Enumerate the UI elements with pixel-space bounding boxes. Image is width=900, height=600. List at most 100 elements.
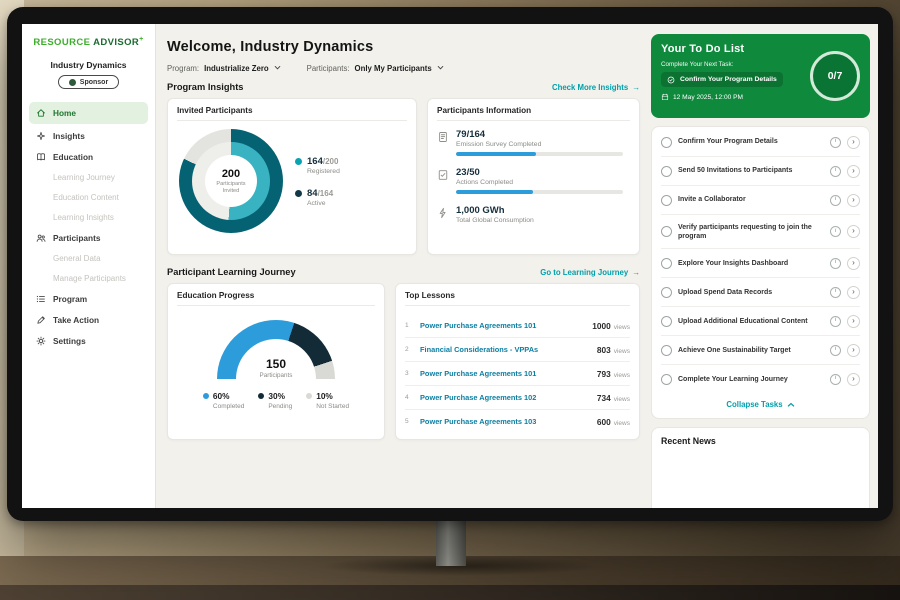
sidebar-item-label: Insights (53, 130, 85, 141)
chevron-right-icon[interactable]: › (847, 343, 860, 357)
task-row-upload-spend-data[interactable]: Upload Spend Data Records i › (661, 278, 860, 308)
check-more-insights-link[interactable]: Check More Insights → (552, 83, 640, 92)
sidebar-item-manage-participants[interactable]: Manage Participants (22, 268, 155, 288)
info-icon[interactable]: i (830, 286, 841, 298)
lesson-link[interactable]: Financial Considerations - VPPAs (420, 345, 539, 354)
sidebar-item-education[interactable]: Education (22, 146, 155, 167)
chevron-right-icon[interactable]: › (847, 256, 860, 270)
legend-label: Completed (212, 403, 245, 410)
card-title: Participants Information (437, 106, 630, 121)
info-icon[interactable]: i (830, 373, 841, 385)
participants-dropdown[interactable]: Participants: Only My Participants (307, 64, 444, 73)
task-row-upload-educational-content[interactable]: Upload Additional Educational Content i … (661, 307, 860, 337)
lesson-views-label: views (613, 395, 630, 403)
program-dropdown-label: Program: (167, 64, 200, 73)
invited-donut-center: 200 Participants Invited (205, 155, 257, 207)
lesson-views: 600 (596, 416, 611, 427)
top-lessons-card: Top Lessons 1 Power Purchase Agreements … (395, 283, 640, 440)
arrow-right-icon: → (632, 267, 640, 277)
task-checkbox[interactable] (661, 165, 672, 177)
sidebar-item-label: Home (53, 108, 77, 119)
sidebar-item-participants[interactable]: Participants (22, 227, 155, 248)
info-icon[interactable]: i (830, 165, 841, 177)
page-title: Welcome, Industry Dynamics (167, 39, 374, 55)
chevron-right-icon[interactable]: › (847, 193, 860, 207)
sidebar-item-label: Education (53, 151, 94, 162)
sidebar-item-program[interactable]: Program (22, 288, 155, 309)
collapse-tasks-button[interactable]: Collapse Tasks (661, 393, 860, 417)
lesson-link[interactable]: Power Purchase Agreements 101 (420, 321, 537, 330)
task-row-send-invitations[interactable]: Send 50 Invitations to Participants i › (661, 157, 860, 186)
legend-active: 84/164 Active (295, 188, 340, 207)
sidebar-item-label: Education Content (53, 192, 119, 202)
info-icon[interactable]: i (830, 194, 841, 206)
sidebar-item-label: Settings (53, 335, 86, 346)
go-to-learning-journey-link[interactable]: Go to Learning Journey → (540, 268, 640, 277)
task-row-achieve-target[interactable]: Achieve One Sustainability Target i › (661, 336, 860, 366)
info-icon[interactable]: i (830, 315, 841, 327)
card-title: Invited Participants (177, 106, 407, 121)
info-icon[interactable]: i (830, 344, 841, 356)
chevron-right-icon[interactable]: › (847, 164, 860, 178)
task-checkbox[interactable] (661, 315, 672, 327)
sidebar-item-general-data[interactable]: General Data (22, 248, 155, 268)
chevron-right-icon[interactable]: › (847, 225, 860, 239)
chevron-right-icon[interactable]: › (847, 314, 860, 328)
task-row-invite-collaborator[interactable]: Invite a Collaborator i › (661, 186, 860, 215)
lesson-rank: 3 (405, 370, 409, 377)
sidebar-item-education-content[interactable]: Education Content (22, 187, 155, 207)
arrow-right-icon: → (632, 82, 640, 92)
sidebar-item-take-action[interactable]: Take Action (22, 309, 155, 330)
task-checkbox[interactable] (661, 194, 672, 206)
sponsor-badge[interactable]: Sponsor (57, 75, 120, 90)
next-task-pill[interactable]: Confirm Your Program Details (661, 72, 783, 87)
card-title: Education Progress (177, 291, 375, 306)
program-dropdown[interactable]: Program: Industrialize Zero (167, 64, 281, 73)
stat-value: 79/164 (456, 129, 486, 140)
chevron-right-icon[interactable]: › (847, 372, 860, 386)
task-checkbox[interactable] (661, 136, 672, 148)
task-checkbox[interactable] (661, 257, 672, 269)
insights-icon (36, 131, 46, 141)
todo-subtitle: Complete Your Next Task: (661, 61, 734, 68)
invited-donut: 200 Participants Invited (179, 129, 283, 233)
info-icon[interactable]: i (830, 136, 841, 148)
sidebar-item-home[interactable]: Home (29, 102, 148, 125)
dashboard-screen: RESOURCE ADVISOR+ Industry Dynamics Spon… (22, 24, 878, 508)
task-row-verify-participants[interactable]: Verify participants requesting to join t… (661, 215, 860, 250)
sidebar-item-label: Take Action (53, 314, 100, 325)
lesson-link[interactable]: Power Purchase Agreements 103 (420, 417, 537, 426)
legend-dot-active (295, 189, 302, 197)
todo-column: Your To Do List Complete Your Next Task:… (651, 34, 870, 508)
legend-total: /200 (322, 156, 339, 166)
lesson-row: 5 Power Purchase Agreements 103 600 views (405, 410, 630, 433)
lesson-link[interactable]: Power Purchase Agreements 102 (420, 393, 537, 402)
task-checkbox[interactable] (661, 373, 672, 385)
gauge-center-label: Participants (259, 372, 293, 379)
program-dropdown-value: Industrialize Zero (204, 64, 269, 73)
task-label: Upload Additional Educational Content (678, 317, 808, 325)
sidebar-item-settings[interactable]: Settings (22, 330, 155, 351)
sidebar-item-label: General Data (53, 253, 101, 263)
chevron-right-icon[interactable]: › (847, 285, 860, 299)
task-label: Send 50 Invitations to Participants (678, 167, 793, 175)
task-row-complete-learning-journey[interactable]: Complete Your Learning Journey i › (661, 365, 860, 393)
sidebar-item-learning-journey[interactable]: Learning Journey (22, 167, 155, 187)
stat-label: Actions Completed (456, 179, 514, 186)
task-row-explore-insights[interactable]: Explore Your Insights Dashboard i › (661, 249, 860, 279)
info-icon[interactable]: i (830, 226, 841, 238)
link-label: Go to Learning Journey (540, 267, 629, 277)
chevron-right-icon[interactable]: › (847, 135, 860, 149)
task-checkbox[interactable] (661, 286, 672, 298)
task-label: Verify participants requesting to join t… (678, 223, 812, 240)
lesson-link[interactable]: Power Purchase Agreements 101 (420, 369, 537, 378)
task-row-confirm-program[interactable]: Confirm Your Program Details i › (661, 128, 860, 157)
logo-resource: RESOURCE (33, 37, 91, 49)
app-logo: RESOURCE ADVISOR+ (22, 36, 155, 56)
info-icon[interactable]: i (830, 257, 841, 269)
sidebar-item-learning-insights[interactable]: Learning Insights (22, 207, 155, 227)
gear-icon (36, 336, 46, 346)
task-checkbox[interactable] (661, 226, 672, 238)
sidebar-item-insights[interactable]: Insights (22, 125, 155, 146)
task-checkbox[interactable] (661, 344, 672, 356)
